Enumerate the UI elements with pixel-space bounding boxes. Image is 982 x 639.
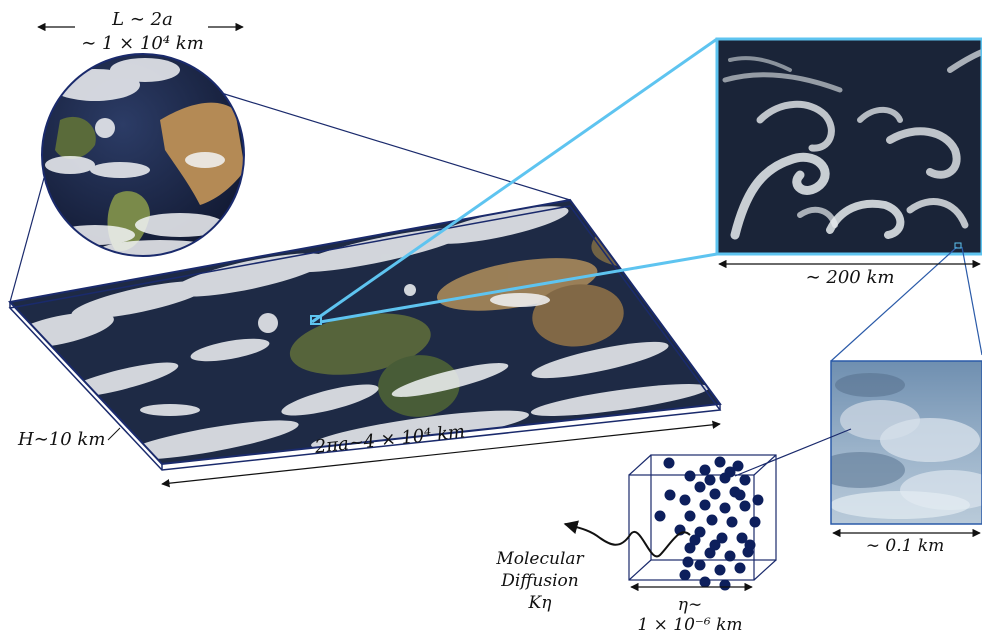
particle xyxy=(714,564,726,576)
particle xyxy=(679,494,691,506)
mesoscale-width-label: ∼ 200 km xyxy=(805,267,895,288)
particle xyxy=(719,579,731,591)
cloud-photograph xyxy=(830,360,982,525)
mesoscale-zoom-box xyxy=(310,315,322,325)
particle xyxy=(732,460,744,472)
particle xyxy=(739,500,751,512)
diffusion-label-line1: Molecular xyxy=(496,549,584,569)
diffusion-squiggle xyxy=(563,520,691,558)
satellite-cloud-eddies xyxy=(715,37,982,256)
cube-zoom-line xyxy=(734,428,852,477)
mesoscale-zoom-line-top xyxy=(311,37,718,324)
particle xyxy=(704,547,716,559)
particle xyxy=(714,456,726,468)
particle xyxy=(694,526,706,538)
cloud-zoom-box xyxy=(954,242,962,249)
particle xyxy=(744,539,756,551)
particle xyxy=(716,532,728,544)
earth-globe xyxy=(41,53,245,257)
particle xyxy=(684,470,696,482)
particle xyxy=(699,576,711,588)
particle xyxy=(709,539,721,551)
global-cloud-map xyxy=(8,198,722,471)
diffusion-label-line2: Diffusion xyxy=(501,571,579,591)
particle xyxy=(724,466,736,478)
particle xyxy=(684,510,696,522)
particle xyxy=(734,489,746,501)
particle xyxy=(684,542,696,554)
particle xyxy=(739,474,751,486)
globe-size-km-label: ∼ 1 × 10⁴ km xyxy=(81,33,204,54)
diffusion-symbol: Kη xyxy=(528,593,552,613)
mesoscale-zoom-line-bottom xyxy=(319,252,718,324)
particle xyxy=(749,516,761,528)
particle xyxy=(679,569,691,581)
particle xyxy=(706,514,718,526)
particle xyxy=(654,510,666,522)
particle xyxy=(694,481,706,493)
depth-leader xyxy=(107,427,121,441)
globe-zoom-line-left xyxy=(9,177,45,303)
depth-label: H∼10 km xyxy=(18,429,106,450)
particle xyxy=(699,464,711,476)
particle xyxy=(682,556,694,568)
kolmogorov-eta-label: η∼ xyxy=(677,595,703,615)
globe-size-label: L ∼ 2a xyxy=(112,9,173,30)
particle xyxy=(734,562,746,574)
kolmogorov-km-label: 1 × 10⁻⁶ km xyxy=(637,615,743,635)
cloud-width-label: ∼ 0.1 km xyxy=(865,536,945,556)
particle xyxy=(704,474,716,486)
particle xyxy=(694,559,706,571)
globe-zoom-line-right xyxy=(217,91,571,201)
particle xyxy=(726,516,738,528)
particle xyxy=(689,534,701,546)
particle xyxy=(663,457,675,469)
map-width-arrow xyxy=(161,420,721,488)
particle xyxy=(752,494,764,506)
particle xyxy=(724,550,736,562)
particle xyxy=(719,502,731,514)
cloud-zoom-line-right xyxy=(961,246,982,356)
particle-cloud xyxy=(654,456,764,591)
particle xyxy=(699,499,711,511)
particle xyxy=(736,532,748,544)
particle xyxy=(709,488,721,500)
particle xyxy=(664,489,676,501)
